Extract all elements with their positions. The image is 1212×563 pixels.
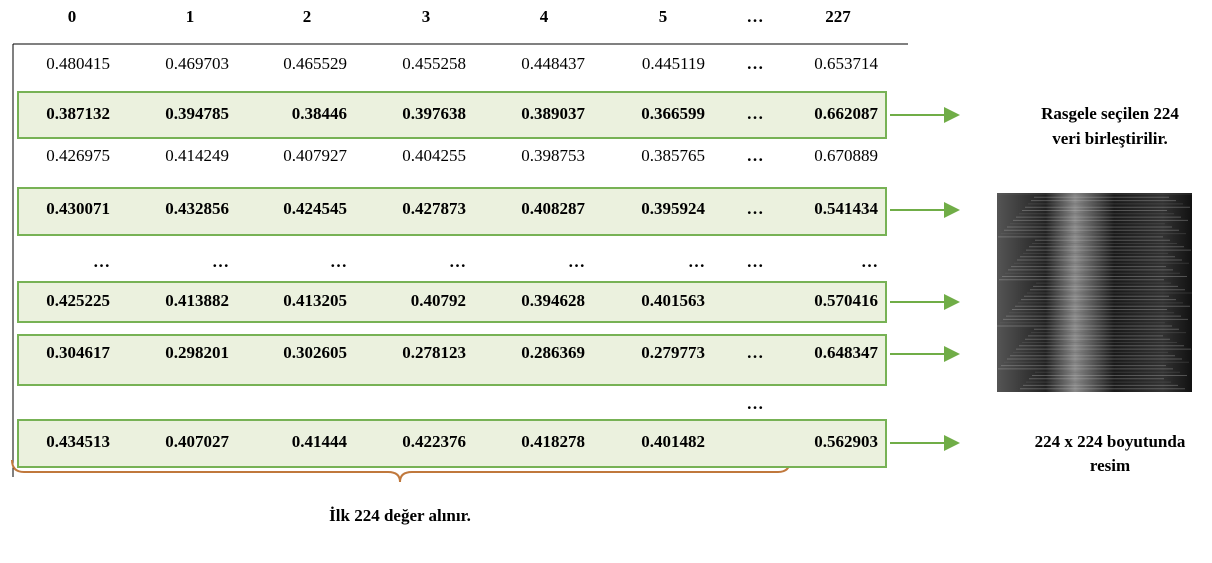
- cell-ellipsis: …: [747, 54, 764, 73]
- highlight-box: [17, 281, 887, 323]
- result-image: [997, 193, 1192, 392]
- cell: 0.465529: [283, 54, 347, 73]
- cell: 0.394785: [165, 104, 229, 123]
- cell: …: [568, 252, 585, 271]
- cell: 0.430071: [46, 199, 110, 218]
- cell-ellipsis: …: [747, 199, 764, 218]
- cell: 0.38446: [292, 104, 347, 123]
- side-text: Rasgele seçilen 224: [1041, 104, 1179, 123]
- brace: [11, 459, 791, 483]
- cell: 0.366599: [641, 104, 705, 123]
- cell: 0.398753: [521, 146, 585, 165]
- cell: 0.455258: [402, 54, 466, 73]
- cell: …: [330, 252, 347, 271]
- column-header: 227: [825, 7, 851, 26]
- cell: 0.41444: [292, 432, 348, 451]
- column-header: 0: [68, 7, 77, 26]
- cell: 0.395924: [641, 199, 705, 218]
- side-text: resim: [1090, 456, 1130, 475]
- side-text: 224 x 224 boyutunda: [1035, 432, 1186, 451]
- cell: 0.414249: [165, 146, 229, 165]
- cell: 0.413882: [165, 291, 229, 310]
- cell: …: [212, 252, 229, 271]
- cell: 0.541434: [814, 199, 878, 218]
- cell: 0.286369: [521, 343, 585, 362]
- cell: 0.279773: [641, 343, 705, 362]
- cell: 0.422376: [402, 432, 466, 451]
- cell: 0.662087: [814, 104, 878, 123]
- cell: 0.40792: [411, 291, 466, 310]
- cell: 0.562903: [814, 432, 878, 451]
- cell: 0.401563: [641, 291, 705, 310]
- cell: 0.389037: [521, 104, 585, 123]
- cell: 0.469703: [165, 54, 229, 73]
- cell: 0.424545: [283, 199, 347, 218]
- cell: 0.445119: [642, 54, 705, 73]
- cell: 0.480415: [46, 54, 110, 73]
- cell: 0.418278: [521, 432, 585, 451]
- column-header: 3: [422, 7, 431, 26]
- cell: …: [688, 252, 705, 271]
- column-header: 4: [540, 7, 549, 26]
- cell-ellipsis: …: [747, 394, 764, 413]
- cell: 0.570416: [814, 291, 878, 310]
- cell-ellipsis: …: [747, 252, 764, 271]
- cell: 0.648347: [814, 343, 878, 362]
- column-header: 5: [659, 7, 668, 26]
- highlight-box: [17, 334, 887, 386]
- cell: 0.413205: [283, 291, 347, 310]
- cell: 0.394628: [521, 291, 585, 310]
- cell-ellipsis: …: [747, 146, 764, 165]
- cell: 0.278123: [402, 343, 466, 362]
- cell-ellipsis: …: [747, 343, 764, 362]
- cell: 0.397638: [402, 104, 466, 123]
- cell: 0.387132: [46, 104, 110, 123]
- cell: 0.448437: [521, 54, 585, 73]
- cell: 0.404255: [402, 146, 466, 165]
- cell: 0.304617: [46, 343, 110, 362]
- cell: 0.302605: [283, 343, 347, 362]
- cell: 0.434513: [46, 432, 110, 451]
- cell: 0.401482: [641, 432, 705, 451]
- cell: 0.653714: [814, 54, 878, 73]
- side-text: veri birleştirilir.: [1052, 129, 1168, 148]
- cell: 0.298201: [165, 343, 229, 362]
- cell: 0.407027: [165, 432, 229, 451]
- image-stripes: [997, 193, 1192, 390]
- cell: 0.426975: [46, 146, 110, 165]
- cell: …: [93, 252, 110, 271]
- highlight-box: [17, 187, 887, 236]
- cell: …: [861, 252, 878, 271]
- cell-ellipsis: …: [747, 104, 764, 123]
- cell: 0.670889: [814, 146, 878, 165]
- column-header: …: [747, 7, 764, 26]
- column-header: 2: [303, 7, 312, 26]
- cell: 0.427873: [402, 199, 466, 218]
- cell: 0.408287: [521, 199, 585, 218]
- bottom-label: İlk 224 değer alınır.: [329, 506, 471, 525]
- highlight-box: [17, 419, 887, 468]
- cell: 0.385765: [641, 146, 705, 165]
- cell: 0.407927: [283, 146, 347, 165]
- highlight-box: [17, 91, 887, 139]
- cell: …: [449, 252, 466, 271]
- cell: 0.432856: [165, 199, 229, 218]
- cell: 0.425225: [46, 291, 110, 310]
- column-header: 1: [186, 7, 195, 26]
